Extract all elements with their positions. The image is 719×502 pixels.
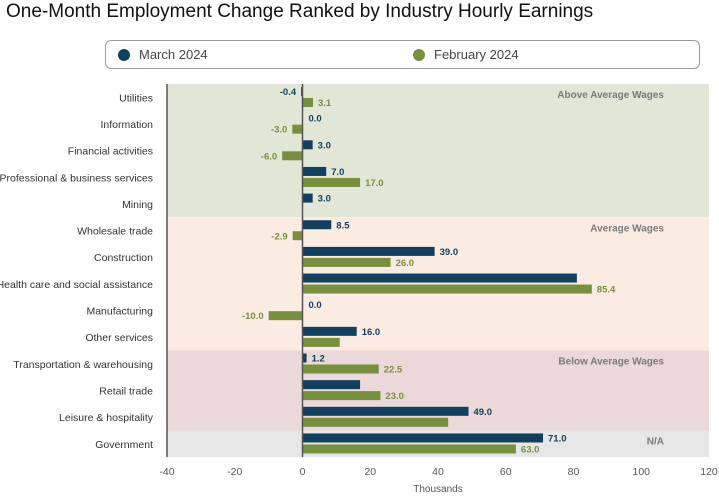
bar-march[interactable] — [302, 246, 435, 256]
bar-february[interactable] — [302, 284, 592, 294]
band-label-0: Above Average Wages — [557, 90, 664, 101]
data-label-february: 17.0 — [365, 178, 384, 189]
bar-february[interactable] — [302, 417, 449, 427]
bar-march[interactable] — [302, 406, 469, 416]
band-label-2: Below Average Wages — [558, 357, 664, 368]
bar-march[interactable] — [302, 433, 544, 443]
x-tick-label: 0 — [300, 466, 306, 478]
data-label-march: 8.5 — [336, 220, 350, 231]
band-label-1: Average Wages — [590, 223, 664, 234]
category-label: Manufacturing — [86, 306, 153, 318]
bar-february[interactable] — [302, 337, 340, 347]
data-label-february: 63.0 — [521, 444, 540, 455]
data-label-march: 71.0 — [548, 433, 567, 444]
bar-february[interactable] — [302, 98, 314, 107]
legend-swatch-march — [118, 48, 130, 61]
x-tick-label: 20 — [364, 466, 376, 478]
x-tick-label: -40 — [159, 466, 174, 478]
bar-march[interactable] — [302, 220, 332, 230]
bar-march[interactable] — [302, 353, 307, 363]
bar-february[interactable] — [282, 151, 303, 161]
band-0 — [167, 84, 709, 218]
category-label: Mining — [122, 199, 153, 211]
category-label: Government — [95, 439, 153, 451]
data-label-march: 1.2 — [312, 354, 325, 365]
bar-february[interactable] — [302, 391, 381, 401]
legend-label-march: March 2024 — [139, 47, 208, 62]
bar-march[interactable] — [302, 193, 313, 203]
category-label: Financial activities — [68, 146, 153, 158]
data-label-february: 26.0 — [396, 258, 415, 269]
data-label-march: 49.0 — [473, 407, 492, 418]
bar-march[interactable] — [302, 380, 361, 390]
x-tick-label: 100 — [632, 466, 650, 478]
data-label-march: 3.0 — [318, 194, 331, 205]
data-label-february: -2.9 — [271, 231, 287, 242]
x-tick-label: -20 — [227, 466, 242, 478]
bar-february[interactable] — [268, 311, 303, 321]
x-tick-label: 60 — [500, 466, 512, 478]
bar-march[interactable] — [302, 273, 577, 283]
chart-title: One-Month Employment Change Ranked by In… — [6, 1, 594, 22]
category-label: Wholesale trade — [77, 226, 153, 238]
data-label-march: 3.0 — [318, 140, 331, 151]
data-label-february: -3.0 — [271, 125, 287, 136]
chart-legend: March 2024 February 2024 — [105, 40, 700, 69]
legend-label-february: February 2024 — [434, 47, 519, 62]
x-tick-label: 40 — [432, 466, 444, 478]
x-tick-label: 80 — [568, 466, 580, 478]
x-axis-title: Thousands — [413, 484, 462, 495]
bar-february[interactable] — [292, 231, 303, 241]
category-label: Information — [100, 119, 153, 131]
data-label-march: 0.0 — [309, 114, 322, 125]
category-label: Other services — [85, 332, 153, 344]
legend-item-february[interactable]: February 2024 — [413, 47, 519, 62]
category-label: Transportation & warehousing — [13, 359, 153, 371]
band-2 — [167, 350, 709, 431]
bar-march[interactable] — [302, 326, 357, 336]
bar-february[interactable] — [302, 364, 379, 374]
bar-february[interactable] — [302, 444, 516, 454]
data-label-february: 85.4 — [597, 285, 616, 296]
category-label: Construction — [94, 252, 153, 264]
category-label: Leisure & hospitality — [59, 412, 154, 424]
data-label-march: 0.0 — [309, 300, 322, 311]
x-tick-label: 120 — [700, 466, 718, 478]
category-label: Utilities — [119, 92, 153, 104]
data-label-march: 16.0 — [362, 327, 381, 338]
bar-february[interactable] — [302, 177, 361, 187]
category-label: Professional & business services — [0, 172, 153, 184]
data-label-march: -0.4 — [280, 87, 297, 98]
band-label-3: N/A — [647, 436, 664, 447]
data-label-february: -10.0 — [242, 311, 264, 322]
bar-march[interactable] — [302, 166, 327, 176]
data-label-march: 39.0 — [440, 247, 459, 258]
data-label-february: -6.0 — [261, 151, 277, 162]
bar-february[interactable] — [292, 124, 303, 134]
legend-item-march[interactable]: March 2024 — [118, 47, 208, 62]
data-label-february: 22.5 — [384, 365, 403, 376]
bar-march[interactable] — [302, 140, 313, 150]
category-label: Health care and social assistance — [0, 279, 153, 291]
data-label-march: 7.0 — [331, 167, 344, 178]
data-label-february: 23.0 — [385, 391, 404, 402]
category-label: Retail trade — [99, 385, 153, 397]
data-label-february: 3.1 — [318, 98, 332, 109]
bar-february[interactable] — [302, 257, 391, 267]
legend-swatch-february — [413, 48, 425, 61]
band-1 — [167, 217, 709, 351]
